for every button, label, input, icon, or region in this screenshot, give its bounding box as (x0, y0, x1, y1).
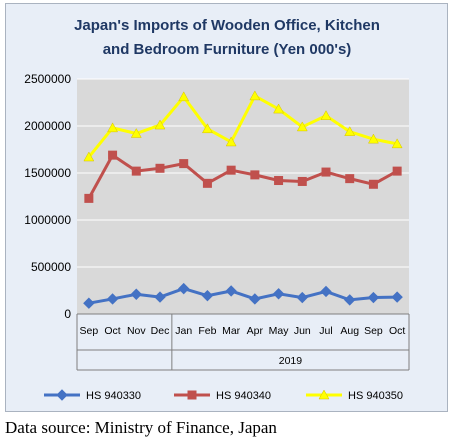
data-point (202, 178, 212, 188)
x-tick-label: Feb (198, 325, 216, 337)
x-tick-label: Jul (319, 325, 332, 337)
data-point (130, 288, 142, 300)
data-point (392, 166, 402, 176)
data-point (154, 119, 166, 130)
data-point (344, 126, 356, 136)
plot-area (77, 79, 409, 314)
chart-title-line-2: and Bedroom Furniture (Yen 000's) (103, 41, 352, 58)
line-chart: Japan's Imports of Wooden Office, Kitche… (24, 17, 410, 402)
data-point (249, 90, 261, 101)
x-tick-label: Nov (127, 325, 146, 337)
data-point (83, 297, 95, 309)
data-point (179, 159, 189, 169)
data-point (84, 193, 94, 203)
data-point (201, 289, 214, 302)
x-tick-label: Mar (222, 325, 241, 337)
legend-marker (56, 389, 68, 401)
data-point (320, 110, 332, 120)
chart-frame: Japan's Imports of Wooden Office, Kitche… (5, 3, 448, 412)
x-tick-label: Oct (104, 325, 120, 337)
data-point (272, 288, 285, 300)
data-point (108, 150, 118, 160)
x-tick-label: Dec (151, 325, 170, 337)
legend-entry: HS 940350 (306, 389, 403, 402)
year-label: 2019 (279, 355, 303, 367)
data-point (249, 293, 261, 305)
data-point (83, 151, 95, 162)
series-hs-940330 (83, 282, 403, 309)
data-point (250, 170, 260, 180)
y-tick-label: 1500000 (24, 166, 71, 180)
data-point (106, 293, 119, 305)
data-point (296, 291, 308, 304)
data-point (391, 291, 403, 303)
x-tick-label: May (269, 325, 290, 337)
y-tick-label: 1000000 (24, 213, 71, 227)
data-point (368, 133, 379, 144)
series-hs-940340 (84, 150, 402, 203)
y-tick-label: 0 (64, 307, 71, 321)
data-point (274, 176, 284, 186)
data-point (391, 138, 403, 149)
data-source-note: Data source: Ministry of Finance, Japan (5, 418, 277, 437)
legend-entry: HS 940330 (44, 389, 141, 402)
data-point (178, 91, 190, 102)
data-point (154, 291, 166, 303)
legend-label: HS 940340 (216, 390, 271, 402)
data-point (225, 285, 237, 297)
x-tick-label: Apr (247, 325, 264, 337)
series-line (87, 93, 398, 158)
data-point (345, 174, 355, 184)
y-tick-label: 500000 (31, 260, 71, 274)
data-point (131, 166, 141, 176)
data-point (368, 179, 378, 189)
series-hs-940350 (83, 90, 403, 162)
x-tick-label: Jan (175, 325, 192, 337)
data-point (273, 103, 284, 114)
data-point (202, 123, 213, 134)
legend-entry: HS 940340 (174, 390, 271, 402)
data-point (321, 167, 331, 177)
data-point (107, 122, 118, 133)
x-tick-label: Jun (294, 325, 311, 337)
y-tick-label: 2500000 (24, 72, 71, 86)
data-point (178, 282, 190, 295)
data-point (130, 128, 142, 138)
legend-marker (187, 390, 197, 400)
legend-marker (318, 389, 330, 400)
chart-title-line-1: Japan's Imports of Wooden Office, Kitche… (74, 17, 380, 34)
legend-label: HS 940350 (348, 390, 403, 402)
data-point (225, 136, 237, 147)
data-point (344, 294, 356, 306)
data-point (320, 285, 332, 298)
x-tick-label: Aug (340, 325, 359, 337)
x-tick-label: Sep (364, 325, 383, 337)
data-point (297, 176, 307, 186)
data-point (296, 121, 308, 132)
data-point (155, 163, 165, 173)
data-point (367, 291, 380, 304)
y-tick-label: 2000000 (24, 119, 71, 133)
legend-label: HS 940330 (86, 390, 141, 402)
x-tick-label: Oct (389, 325, 405, 337)
x-tick-label: Sep (80, 325, 99, 337)
data-point (226, 165, 236, 175)
